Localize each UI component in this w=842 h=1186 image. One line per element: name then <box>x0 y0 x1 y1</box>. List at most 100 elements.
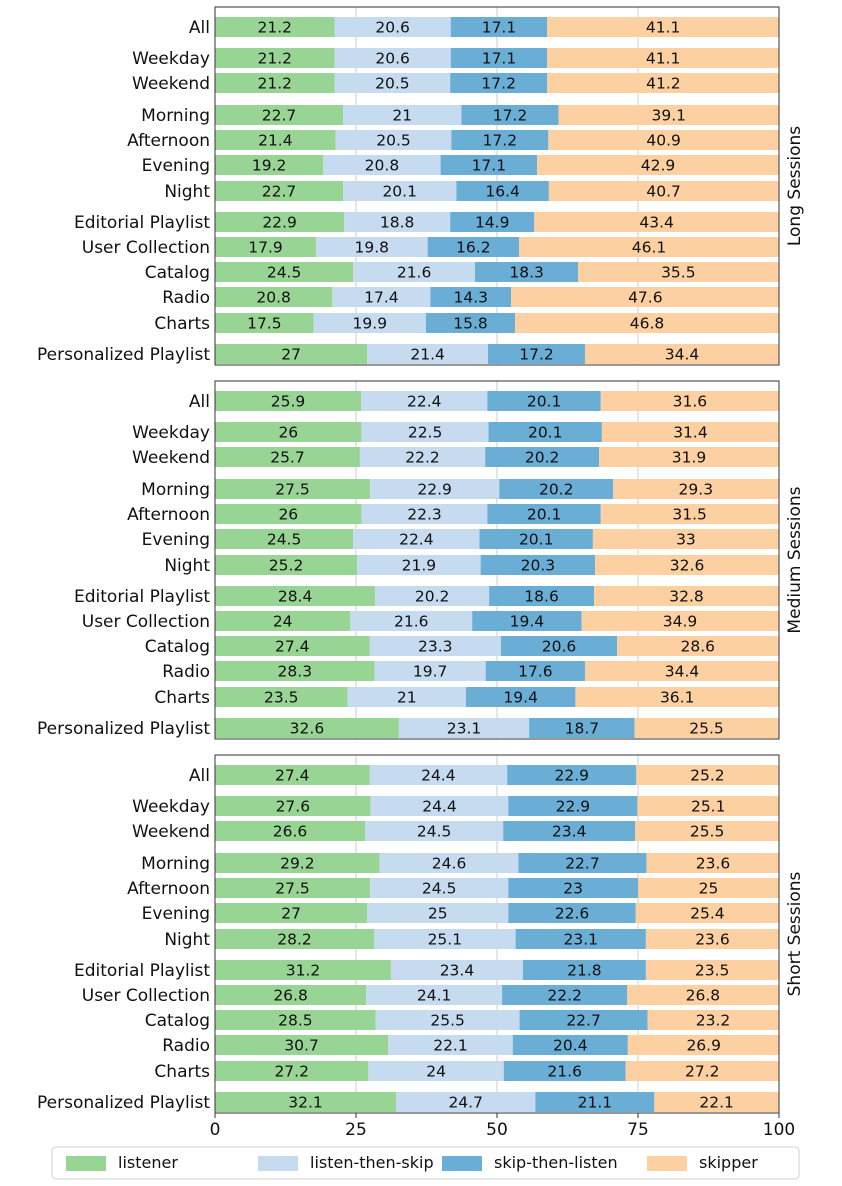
bar-segment-skip-then-listen <box>485 447 600 467</box>
data-label: 22.1 <box>433 1037 468 1055</box>
data-label: 27.5 <box>275 481 310 499</box>
panel-frame <box>214 6 780 366</box>
bar-segment-listener <box>215 287 333 307</box>
data-label: 18.3 <box>509 264 544 282</box>
bar-segment-listen-then-skip <box>323 155 441 175</box>
panel-label: Medium Sessions <box>785 486 805 633</box>
data-label: 28.5 <box>278 1012 313 1030</box>
bar-segment-skip-then-listen <box>519 1010 648 1030</box>
data-label: 17.1 <box>482 50 517 68</box>
bar-segment-skipper <box>547 17 779 37</box>
bar-segment-skip-then-listen <box>487 504 601 524</box>
bar-segment-listen-then-skip <box>370 878 509 898</box>
bar-segment-listener <box>215 504 362 524</box>
data-label: 16.4 <box>485 183 520 201</box>
bar-segment-listen-then-skip <box>332 287 431 307</box>
data-label: 19.2 <box>252 157 287 175</box>
bar-segment-listener <box>215 447 360 467</box>
data-label: 28.6 <box>681 638 716 656</box>
data-label: 24.7 <box>448 1094 483 1112</box>
data-label: 19.7 <box>413 663 448 681</box>
bar-segment-skipper <box>627 985 779 1005</box>
bar-segment-skip-then-listen <box>507 765 637 785</box>
category-label: Catalog <box>145 637 210 657</box>
legend-swatch-skip-then-listen <box>442 1156 482 1171</box>
data-label: 31.6 <box>673 393 708 411</box>
bar-segment-skipper <box>575 687 779 707</box>
category-label: Editorial Playlist <box>74 587 210 607</box>
bar-segment-skip-then-listen <box>450 17 548 37</box>
panel-medium-sessions: 25.9 22.4 20.1 31.6 All 26 22.5 20.1 31.4 Weekday… <box>37 380 805 740</box>
data-label: 17.4 <box>364 289 399 307</box>
data-label: 23 <box>563 880 583 898</box>
bar-segment-skip-then-listen <box>508 878 638 898</box>
data-label: 31.4 <box>673 424 708 442</box>
x-tick-label: 100 <box>763 1120 795 1140</box>
data-label: 21.6 <box>397 264 432 282</box>
category-label: Afternoon <box>127 131 210 151</box>
bar-segment-skipper <box>600 504 779 524</box>
data-label: 21.6 <box>547 1063 582 1081</box>
legend-label-skip-then-listen: skip-then-listen <box>494 1153 618 1172</box>
data-label: 24.5 <box>417 823 452 841</box>
data-label: 20.1 <box>528 424 563 442</box>
category-label: Radio <box>162 662 210 682</box>
category-label: User Collection <box>82 986 210 1006</box>
category-label: Afternoon <box>127 505 210 525</box>
bar-segment-skip-then-listen <box>450 212 535 232</box>
bar-segment-listener <box>215 903 368 923</box>
data-label: 22.7 <box>565 855 600 873</box>
category-label: Morning <box>141 480 210 500</box>
bar-segment-skipper <box>637 796 779 816</box>
data-label: 25.1 <box>691 798 726 816</box>
category-label: Weekday <box>132 423 210 443</box>
bar-segment-listen-then-skip <box>365 821 504 841</box>
data-label: 20.1 <box>519 531 554 549</box>
data-label: 28.4 <box>278 588 313 606</box>
category-label: Charts <box>154 314 210 334</box>
category-label: Weekend <box>132 448 210 468</box>
data-label: 27.2 <box>274 1063 309 1081</box>
bar-segment-listener <box>215 155 324 175</box>
data-label: 25.4 <box>690 905 725 923</box>
bar-segment-listen-then-skip <box>366 985 503 1005</box>
bar-segment-skipper <box>511 287 780 307</box>
data-label: 21.8 <box>567 962 602 980</box>
data-label: 20.1 <box>527 393 562 411</box>
data-label: 31.5 <box>672 506 707 524</box>
data-label: 17.2 <box>493 107 528 125</box>
bar-segment-skipper <box>594 586 779 606</box>
data-label: 22.5 <box>408 424 443 442</box>
data-label: 17.2 <box>481 75 516 93</box>
bar-segment-skipper <box>578 262 779 282</box>
data-label: 25 <box>699 880 719 898</box>
data-label: 22.6 <box>555 905 590 923</box>
bar-segment-skip-then-listen <box>500 636 618 656</box>
bar-segment-listen-then-skip <box>357 555 481 575</box>
bar-segment-skipper <box>599 447 779 467</box>
data-label: 34.4 <box>665 663 700 681</box>
category-label: Night <box>164 556 210 576</box>
panel-short-sessions: 27.4 24.4 22.9 25.2 All 27.6 24.4 22.9 25.1 Weekd… <box>37 754 805 1114</box>
bar-segment-skipper <box>548 130 779 150</box>
data-label: 20.8 <box>256 289 291 307</box>
data-label: 32.6 <box>290 720 325 738</box>
bar-segment-skipper <box>548 181 779 201</box>
bar-segment-skipper <box>537 155 779 175</box>
data-label: 42.9 <box>641 157 676 175</box>
bar-segment-skip-then-listen <box>485 661 585 681</box>
data-label: 21.2 <box>258 75 293 93</box>
category-label: Evening <box>142 156 210 176</box>
data-label: 18.6 <box>524 588 559 606</box>
data-label: 26 <box>278 424 298 442</box>
data-label: 20.8 <box>365 157 400 175</box>
data-label: 25.9 <box>271 393 306 411</box>
bar-segment-listen-then-skip <box>353 262 476 282</box>
category-label: User Collection <box>82 238 210 258</box>
data-label: 26.8 <box>686 987 721 1005</box>
bar-segment-listener <box>215 344 368 364</box>
data-label: 31.2 <box>286 962 321 980</box>
bar-segment-skip-then-listen <box>465 687 576 707</box>
data-label: 39.1 <box>651 107 686 125</box>
data-label: 17.2 <box>483 132 518 150</box>
